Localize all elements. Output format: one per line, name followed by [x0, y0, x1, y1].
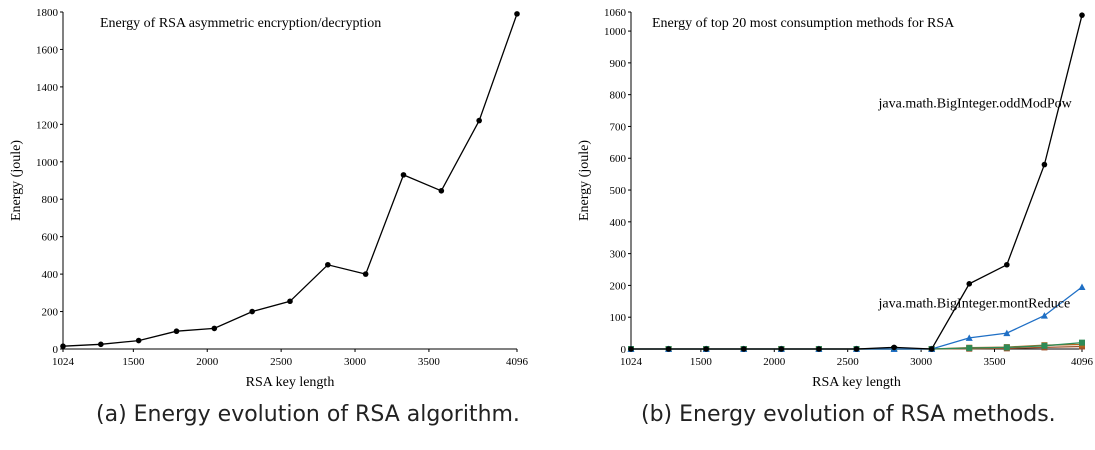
data-point	[60, 343, 66, 349]
data-point	[1079, 12, 1085, 18]
y-tick-label: 1060	[604, 7, 627, 19]
data-point	[1003, 329, 1011, 337]
series-line-a-0	[62, 13, 518, 347]
y-tick-label: 600	[42, 232, 59, 244]
x-axis-label: RSA key length	[812, 375, 901, 390]
data-point	[287, 298, 293, 305]
y-tick-label: 1600	[36, 44, 59, 56]
data-point	[1041, 342, 1048, 349]
data-point	[362, 271, 369, 277]
data-point	[98, 341, 104, 348]
x-tick-label: 2000	[196, 356, 219, 368]
data-point	[1003, 344, 1010, 351]
data-point	[928, 346, 935, 352]
y-tick-label: 200	[610, 280, 627, 292]
data-point	[966, 281, 973, 287]
x-tick-label: 1024	[620, 356, 643, 368]
data-point	[438, 187, 445, 194]
data-point	[325, 261, 331, 268]
y-tick-label: 300	[610, 249, 627, 261]
x-axis-label: RSA key length	[246, 375, 335, 390]
data-point	[1040, 312, 1048, 319]
x-tick-label: 3000	[910, 356, 933, 368]
data-point	[628, 346, 634, 352]
data-point	[665, 346, 672, 352]
annotation-label-1: java.math.BigInteger.montReduce	[878, 297, 1071, 312]
data-point	[965, 334, 973, 341]
chart-energy-rsa-methods: 0 100 200 300 400 500 600 700 800 900 1000 1060 1024…	[577, 7, 1094, 390]
y-tick-label: 1000	[36, 157, 59, 169]
chart-title: Energy of RSA asymmetric encryption/decr…	[100, 16, 381, 31]
x-tick-label: 3500	[984, 356, 1007, 368]
data-point	[476, 117, 482, 124]
y-tick-label: 0	[53, 344, 59, 356]
y-tick-label: 1400	[36, 82, 59, 94]
y-tick-label: 600	[610, 153, 627, 165]
y-axis-label: Energy (joule)	[577, 140, 592, 221]
data-point	[400, 172, 407, 178]
caption-b: (b) Energy evolution of RSA methods.	[641, 402, 1056, 427]
x-tick-label: 1500	[690, 356, 713, 368]
data-point	[966, 345, 973, 352]
data-point	[211, 325, 218, 332]
data-point	[135, 337, 142, 344]
y-tick-label: 1800	[36, 7, 59, 19]
x-tick-label: 1500	[122, 356, 145, 368]
data-point	[703, 346, 709, 352]
y-tick-label: 1000	[604, 26, 627, 38]
x-tick-label: 4096	[1071, 356, 1094, 368]
y-tick-label: 500	[610, 185, 627, 197]
data-point	[1078, 283, 1086, 291]
data-point	[853, 346, 860, 352]
data-point	[1004, 261, 1010, 268]
y-tick-label: 700	[610, 121, 627, 133]
y-tick-label: 200	[42, 307, 59, 319]
data-point	[1041, 161, 1048, 168]
y-tick-label: 800	[610, 90, 627, 102]
chart-title: Energy of top 20 most consumption method…	[652, 16, 955, 31]
x-tick-label: 2000	[763, 356, 786, 368]
y-tick-label: 400	[42, 269, 59, 281]
caption-a: (a) Energy evolution of RSA algorithm.	[96, 402, 520, 427]
data-point	[740, 346, 747, 352]
y-tick-label: 100	[610, 312, 627, 324]
y-tick-label: 0	[621, 344, 627, 356]
x-tick-label: 1024	[52, 356, 75, 368]
y-tick-label: 900	[610, 58, 627, 70]
data-point	[816, 346, 822, 352]
x-tick-label: 3500	[418, 356, 441, 368]
y-tick-label: 800	[42, 194, 59, 206]
data-point	[173, 328, 180, 335]
x-tick-label: 4096	[506, 356, 529, 368]
data-point	[514, 11, 520, 17]
annotation-label-0: java.math.BigInteger.oddModPow	[878, 96, 1073, 111]
data-point	[778, 346, 785, 352]
x-tick-label: 2500	[270, 356, 293, 368]
data-point	[249, 308, 255, 315]
y-tick-label: 400	[610, 217, 627, 229]
x-tick-label: 2500	[837, 356, 860, 368]
x-tick-label: 3000	[344, 356, 367, 368]
data-point	[1079, 339, 1085, 346]
y-axis-label: Energy (joule)	[9, 140, 24, 221]
chart-energy-rsa-algorithm: 0 200 400 600 800 1000 1200 1400 1600 1800 1024 150…	[9, 7, 529, 390]
y-tick-label: 1200	[36, 119, 59, 131]
data-point	[891, 344, 897, 351]
